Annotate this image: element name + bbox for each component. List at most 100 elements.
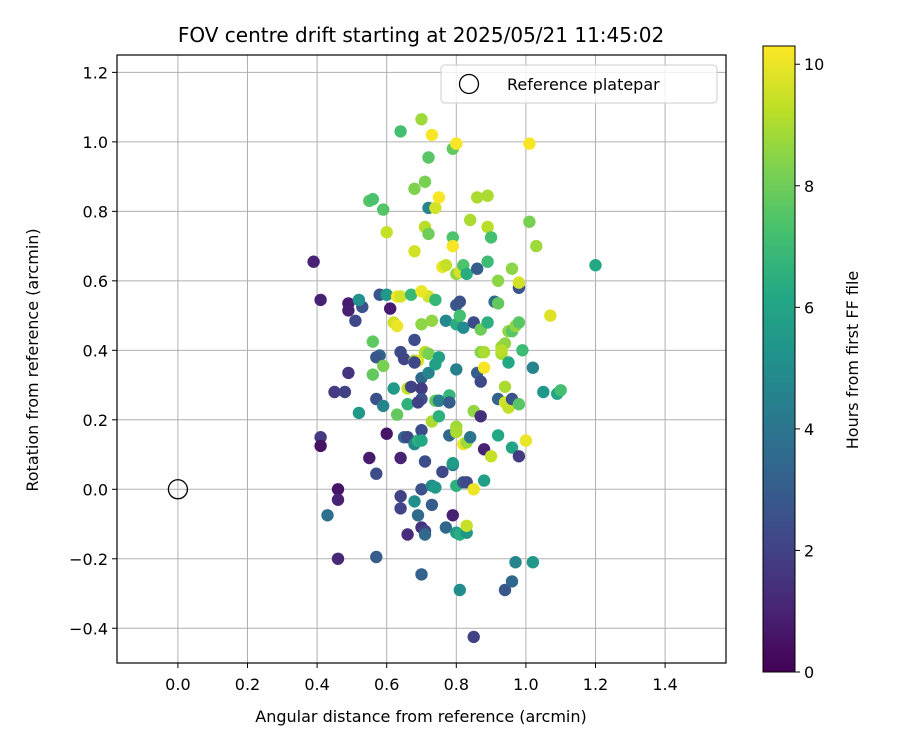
colorbar-tick-label: 10 [804,55,824,74]
data-point [425,498,439,512]
data-point [460,519,473,532]
data-point [394,290,407,303]
data-point [352,406,366,420]
data-point [474,375,487,388]
x-tick-label: 0.2 [235,675,260,694]
data-point [471,191,484,204]
data-point [519,434,533,447]
data-point [467,483,480,496]
colorbar-label: Hours from first FF file [843,271,862,450]
data-point [474,410,487,423]
y-tick-label: 0.2 [83,411,108,430]
data-point [446,509,459,522]
data-point [342,366,355,380]
y-axis-ticks: −0.4 −0.2 0.0 0.2 0.4 0.6 0.8 1.0 1.2 [69,63,117,638]
data-point [370,351,383,364]
data-point [394,125,407,138]
data-point [498,583,512,597]
data-point [589,259,602,272]
data-point [363,451,376,465]
colorbar-tick-label: 0 [804,663,814,682]
data-point [408,245,421,258]
data-point [408,356,421,369]
data-point [498,380,512,393]
data-point [554,384,567,397]
data-point [394,451,407,465]
data-point [505,575,519,588]
reference-platepar-marker [167,479,189,500]
y-tick-label: −0.4 [69,619,108,638]
data-point [394,490,407,503]
data-point [509,556,522,569]
data-point [370,467,383,480]
y-axis-label: Rotation from reference (arcmin) [23,228,42,491]
data-point [401,398,414,411]
data-point [366,335,379,348]
data-point [530,239,543,253]
data-point [491,297,505,310]
data-point [380,226,393,239]
y-tick-label: 1.0 [83,133,108,152]
plot-frame [116,54,727,664]
data-point [349,314,362,327]
data-point [422,151,435,164]
legend-marker-icon [458,73,480,95]
data-point [477,361,491,374]
data-point [523,137,536,150]
data-point [415,568,428,581]
data-point [384,302,397,315]
data-point [338,385,352,399]
data-point [314,439,327,453]
data-point [439,521,453,534]
data-point [523,215,536,228]
data-point [314,293,327,307]
colorbar-ticks: 0 2 4 6 8 10 [795,55,824,682]
data-point [526,556,540,569]
colorbar-tick-label: 6 [804,298,814,317]
data-point [331,483,345,496]
legend: Reference platepar [440,64,718,104]
data-point [453,309,466,322]
data-point [394,502,407,515]
colorbar-gradient [762,45,796,673]
data-point [526,361,540,374]
data-point [464,213,477,227]
data-point [484,450,498,463]
data-point [453,583,466,597]
data-point [408,495,421,508]
data-point [495,344,508,357]
data-point [432,394,446,407]
data-point [432,191,446,204]
data-point [425,314,439,327]
data-point [370,550,383,564]
data-point [481,316,494,329]
data-point [429,481,442,494]
data-point [387,382,400,395]
data-point [446,457,459,470]
data-point [481,220,494,234]
data-point [390,319,404,333]
data-point [443,396,456,409]
data-point [415,382,428,395]
y-tick-label: 0.4 [83,341,108,360]
data-point [380,288,393,301]
data-point [429,293,442,307]
data-point [342,304,355,317]
x-tick-label: 0.4 [304,675,329,694]
data-point [401,528,414,541]
data-point [450,363,463,376]
data-point [380,427,393,440]
data-point [505,441,519,454]
data-point [432,351,446,364]
data-point [415,424,428,437]
data-point [516,344,529,357]
data-point [429,201,442,215]
data-point [411,396,425,409]
data-point [418,175,432,188]
data-point [404,288,418,301]
data-point [331,493,345,506]
chart-title: FOV centre drift starting at 2025/05/21 … [178,23,664,47]
data-point [397,352,411,366]
